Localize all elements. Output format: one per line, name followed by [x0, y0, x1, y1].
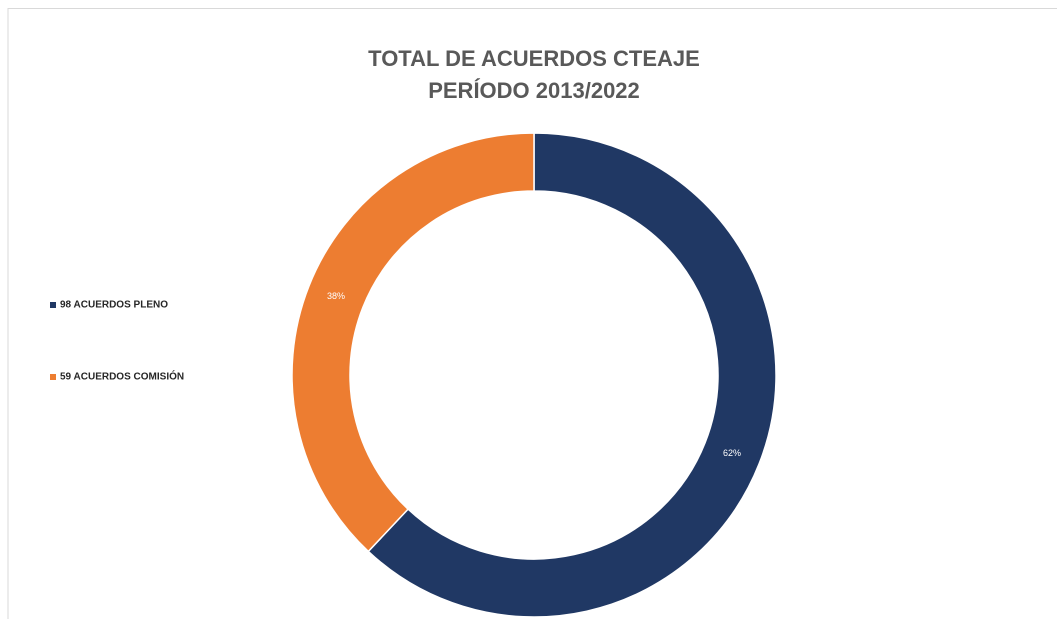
data-label: 62%	[723, 448, 741, 458]
legend-label: 98 ACUERDOS PLENO	[60, 300, 168, 311]
data-label: 38%	[327, 291, 345, 301]
chart-subtitle: PERÍODO 2013/2022	[428, 78, 640, 103]
legend-swatch	[50, 302, 56, 308]
donut-slice	[291, 132, 535, 553]
legend-label: 59 ACUERDOS COMISIÓN	[60, 370, 184, 383]
chart-title: TOTAL DE ACUERDOS CTEAJE	[368, 46, 700, 71]
chart-frame	[7, 8, 1057, 619]
donut-slice	[367, 132, 777, 618]
legend-swatch	[50, 374, 56, 380]
